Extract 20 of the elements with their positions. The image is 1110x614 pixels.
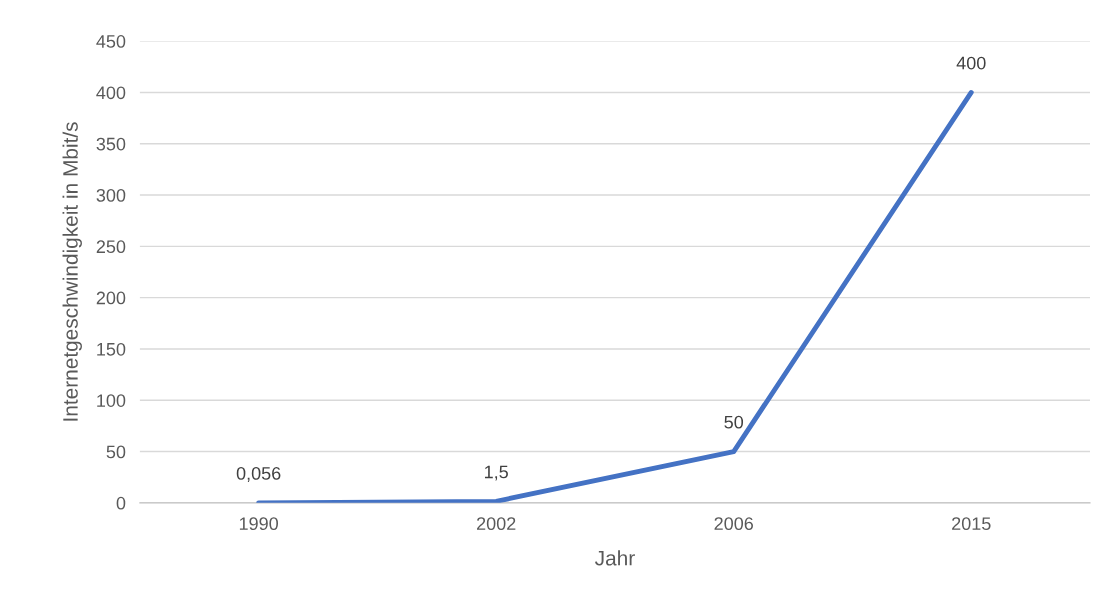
data-label: 400 xyxy=(956,56,986,70)
y-tick-label: 450 xyxy=(96,35,126,48)
y-tick-label: 0 xyxy=(116,496,126,510)
y-tick-label: 200 xyxy=(96,291,126,305)
x-tick-label: 2006 xyxy=(714,517,753,531)
y-axis-title: Internetgeschwindigkeit in Mbit/s xyxy=(62,122,82,421)
x-tick-label: 2015 xyxy=(952,517,991,531)
y-tick-label: 350 xyxy=(96,137,126,151)
x-tick-label: 1990 xyxy=(239,517,279,531)
x-axis-title: Jahr xyxy=(595,550,635,566)
y-tick-label: 250 xyxy=(96,240,126,254)
data-label: 1,5 xyxy=(485,465,508,481)
data-label: 0,056 xyxy=(236,467,281,482)
y-tick-label: 150 xyxy=(97,342,126,356)
y-tick-label: 300 xyxy=(96,188,126,202)
x-tick-label: 2002 xyxy=(477,517,516,531)
y-tick-label: 50 xyxy=(106,445,126,459)
y-tick-label: 100 xyxy=(97,394,126,407)
y-tick-label: 400 xyxy=(96,86,126,100)
data-label: 50 xyxy=(724,415,744,429)
